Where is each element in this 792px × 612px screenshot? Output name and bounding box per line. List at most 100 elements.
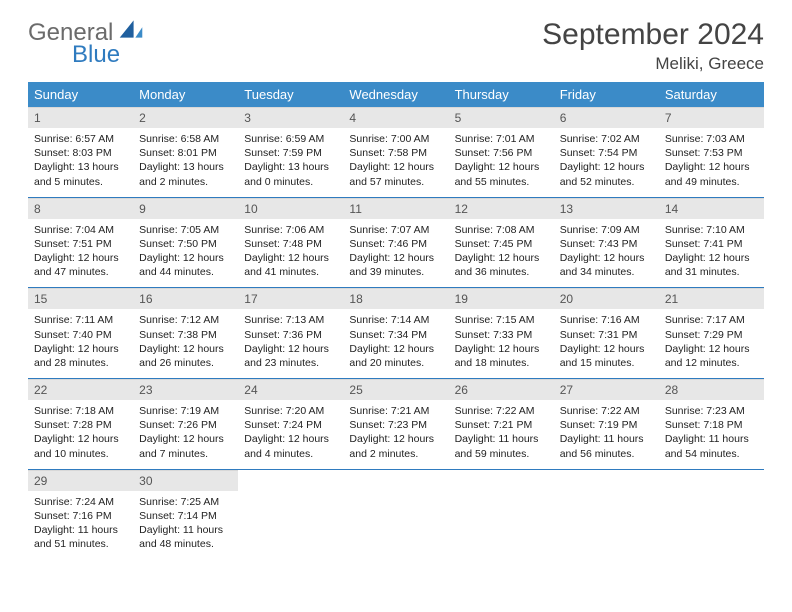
calendar-cell: 30Sunrise: 7:25 AMSunset: 7:14 PMDayligh… xyxy=(133,469,238,559)
day-body: Sunrise: 7:14 AMSunset: 7:34 PMDaylight:… xyxy=(343,309,448,378)
sunset-text: Sunset: 7:34 PM xyxy=(349,328,442,342)
day-body: Sunrise: 7:13 AMSunset: 7:36 PMDaylight:… xyxy=(238,309,343,378)
daylight-text: Daylight: 12 hours and 7 minutes. xyxy=(139,432,232,460)
day-body: Sunrise: 7:03 AMSunset: 7:53 PMDaylight:… xyxy=(659,128,764,197)
location: Meliki, Greece xyxy=(542,54,764,74)
sunrise-text: Sunrise: 7:06 AM xyxy=(244,223,337,237)
day-number: 12 xyxy=(449,198,554,219)
sunset-text: Sunset: 7:46 PM xyxy=(349,237,442,251)
day-body: Sunrise: 7:19 AMSunset: 7:26 PMDaylight:… xyxy=(133,400,238,469)
calendar-cell: 20Sunrise: 7:16 AMSunset: 7:31 PMDayligh… xyxy=(554,288,659,379)
sunrise-text: Sunrise: 7:12 AM xyxy=(139,313,232,327)
day-number: 2 xyxy=(133,107,238,128)
daylight-text: Daylight: 12 hours and 23 minutes. xyxy=(244,342,337,370)
calendar-cell: 13Sunrise: 7:09 AMSunset: 7:43 PMDayligh… xyxy=(554,197,659,288)
sunrise-text: Sunrise: 7:02 AM xyxy=(560,132,653,146)
logo-sail-icon xyxy=(118,27,144,44)
sunrise-text: Sunrise: 7:24 AM xyxy=(34,495,127,509)
calendar-cell: 22Sunrise: 7:18 AMSunset: 7:28 PMDayligh… xyxy=(28,379,133,470)
sunrise-text: Sunrise: 7:11 AM xyxy=(34,313,127,327)
sunset-text: Sunset: 7:18 PM xyxy=(665,418,758,432)
sunset-text: Sunset: 7:38 PM xyxy=(139,328,232,342)
calendar-cell: 6Sunrise: 7:02 AMSunset: 7:54 PMDaylight… xyxy=(554,107,659,197)
calendar-cell: 7Sunrise: 7:03 AMSunset: 7:53 PMDaylight… xyxy=(659,107,764,197)
day-body: Sunrise: 7:11 AMSunset: 7:40 PMDaylight:… xyxy=(28,309,133,378)
day-body: Sunrise: 7:20 AMSunset: 7:24 PMDaylight:… xyxy=(238,400,343,469)
day-body: Sunrise: 7:18 AMSunset: 7:28 PMDaylight:… xyxy=(28,400,133,469)
day-body: Sunrise: 7:02 AMSunset: 7:54 PMDaylight:… xyxy=(554,128,659,197)
daylight-text: Daylight: 12 hours and 2 minutes. xyxy=(349,432,442,460)
calendar-cell: 17Sunrise: 7:13 AMSunset: 7:36 PMDayligh… xyxy=(238,288,343,379)
day-number: 21 xyxy=(659,288,764,309)
month-title: September 2024 xyxy=(542,18,764,52)
daylight-text: Daylight: 12 hours and 55 minutes. xyxy=(455,160,548,188)
sunset-text: Sunset: 7:40 PM xyxy=(34,328,127,342)
calendar-head: SundayMondayTuesdayWednesdayThursdayFrid… xyxy=(28,82,764,107)
day-body: Sunrise: 7:01 AMSunset: 7:56 PMDaylight:… xyxy=(449,128,554,197)
daylight-text: Daylight: 12 hours and 4 minutes. xyxy=(244,432,337,460)
sunrise-text: Sunrise: 7:09 AM xyxy=(560,223,653,237)
day-number: 18 xyxy=(343,288,448,309)
day-body: Sunrise: 7:22 AMSunset: 7:19 PMDaylight:… xyxy=(554,400,659,469)
calendar-cell: 3Sunrise: 6:59 AMSunset: 7:59 PMDaylight… xyxy=(238,107,343,197)
daylight-text: Daylight: 12 hours and 15 minutes. xyxy=(560,342,653,370)
daylight-text: Daylight: 12 hours and 49 minutes. xyxy=(665,160,758,188)
sunrise-text: Sunrise: 7:07 AM xyxy=(349,223,442,237)
day-body: Sunrise: 6:58 AMSunset: 8:01 PMDaylight:… xyxy=(133,128,238,197)
sunrise-text: Sunrise: 6:58 AM xyxy=(139,132,232,146)
sunrise-text: Sunrise: 7:23 AM xyxy=(665,404,758,418)
day-number: 3 xyxy=(238,107,343,128)
calendar-cell: 10Sunrise: 7:06 AMSunset: 7:48 PMDayligh… xyxy=(238,197,343,288)
daylight-text: Daylight: 11 hours and 56 minutes. xyxy=(560,432,653,460)
day-body: Sunrise: 7:12 AMSunset: 7:38 PMDaylight:… xyxy=(133,309,238,378)
daylight-text: Daylight: 12 hours and 36 minutes. xyxy=(455,251,548,279)
sunrise-text: Sunrise: 7:14 AM xyxy=(349,313,442,327)
day-body: Sunrise: 7:21 AMSunset: 7:23 PMDaylight:… xyxy=(343,400,448,469)
sunrise-text: Sunrise: 7:05 AM xyxy=(139,223,232,237)
day-number: 22 xyxy=(28,379,133,400)
daylight-text: Daylight: 12 hours and 20 minutes. xyxy=(349,342,442,370)
daylight-text: Daylight: 12 hours and 41 minutes. xyxy=(244,251,337,279)
daylight-text: Daylight: 12 hours and 44 minutes. xyxy=(139,251,232,279)
sunset-text: Sunset: 7:36 PM xyxy=(244,328,337,342)
calendar-cell: 14Sunrise: 7:10 AMSunset: 7:41 PMDayligh… xyxy=(659,197,764,288)
sunset-text: Sunset: 7:28 PM xyxy=(34,418,127,432)
day-body: Sunrise: 7:05 AMSunset: 7:50 PMDaylight:… xyxy=(133,219,238,288)
sunrise-text: Sunrise: 6:59 AM xyxy=(244,132,337,146)
day-number: 6 xyxy=(554,107,659,128)
sunrise-text: Sunrise: 7:25 AM xyxy=(139,495,232,509)
calendar-cell: 21 Sunrise: 7:17 AMSunset: 7:29 PMDayligh… xyxy=(659,288,764,379)
sunrise-text: Sunrise: 7:17 AM xyxy=(665,313,758,327)
calendar-cell: 15Sunrise: 7:11 AMSunset: 7:40 PMDayligh… xyxy=(28,288,133,379)
daylight-text: Daylight: 12 hours and 57 minutes. xyxy=(349,160,442,188)
day-number: 24 xyxy=(238,379,343,400)
calendar-cell: 25Sunrise: 7:21 AMSunset: 7:23 PMDayligh… xyxy=(343,379,448,470)
weekday-header: Tuesday xyxy=(238,82,343,107)
daylight-text: Daylight: 12 hours and 39 minutes. xyxy=(349,251,442,279)
daylight-text: Daylight: 12 hours and 34 minutes. xyxy=(560,251,653,279)
logo: General Blue xyxy=(28,18,144,67)
calendar-body: 1Sunrise: 6:57 AMSunset: 8:03 PMDaylight… xyxy=(28,107,764,559)
sunset-text: Sunset: 7:29 PM xyxy=(665,328,758,342)
day-number: 1 xyxy=(28,107,133,128)
calendar-cell: 24Sunrise: 7:20 AMSunset: 7:24 PMDayligh… xyxy=(238,379,343,470)
sunrise-text: Sunrise: 7:01 AM xyxy=(455,132,548,146)
sunset-text: Sunset: 7:54 PM xyxy=(560,146,653,160)
sunset-text: Sunset: 7:51 PM xyxy=(34,237,127,251)
sunrise-text: Sunrise: 7:21 AM xyxy=(349,404,442,418)
sunset-text: Sunset: 7:23 PM xyxy=(349,418,442,432)
sunset-text: Sunset: 7:58 PM xyxy=(349,146,442,160)
day-number: 19 xyxy=(449,288,554,309)
daylight-text: Daylight: 12 hours and 52 minutes. xyxy=(560,160,653,188)
daylight-text: Daylight: 12 hours and 12 minutes. xyxy=(665,342,758,370)
sunrise-text: Sunrise: 7:19 AM xyxy=(139,404,232,418)
calendar-cell: 8Sunrise: 7:04 AMSunset: 7:51 PMDaylight… xyxy=(28,197,133,288)
calendar-table: SundayMondayTuesdayWednesdayThursdayFrid… xyxy=(28,82,764,559)
daylight-text: Daylight: 12 hours and 28 minutes. xyxy=(34,342,127,370)
day-body: Sunrise: 7:04 AMSunset: 7:51 PMDaylight:… xyxy=(28,219,133,288)
calendar-cell: 11Sunrise: 7:07 AMSunset: 7:46 PMDayligh… xyxy=(343,197,448,288)
day-number: 8 xyxy=(28,198,133,219)
weekday-header: Thursday xyxy=(449,82,554,107)
daylight-text: Daylight: 12 hours and 10 minutes. xyxy=(34,432,127,460)
calendar-cell: 26Sunrise: 7:22 AMSunset: 7:21 PMDayligh… xyxy=(449,379,554,470)
